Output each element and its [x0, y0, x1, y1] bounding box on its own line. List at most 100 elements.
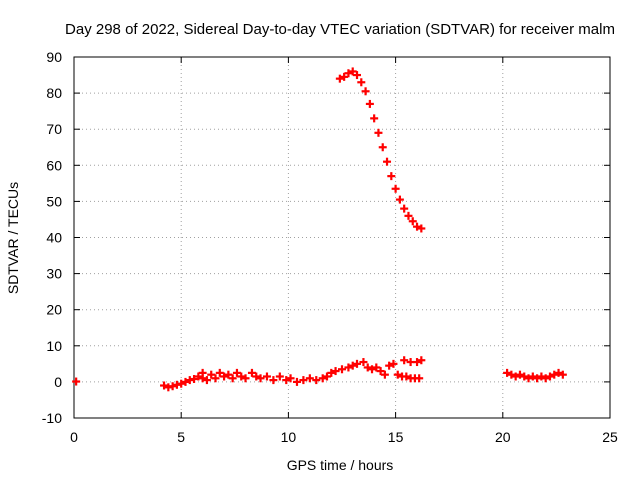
- data-point: [256, 374, 265, 383]
- y-tick-label: 70: [46, 121, 62, 137]
- data-point: [533, 374, 542, 383]
- data-point: [194, 372, 203, 381]
- y-tick-label: 60: [46, 157, 62, 173]
- data-point: [417, 356, 426, 365]
- data-point: [402, 372, 411, 381]
- data-point: [389, 359, 398, 368]
- y-tick-label: 90: [46, 49, 62, 65]
- data-point: [312, 376, 321, 385]
- y-tick-label: 20: [46, 302, 62, 318]
- x-tick-label: 15: [388, 429, 404, 445]
- x-tick-label: 0: [70, 429, 78, 445]
- data-point: [327, 368, 336, 377]
- data-point: [511, 372, 520, 381]
- data-point: [299, 376, 308, 385]
- data-point: [554, 368, 563, 377]
- data-point: [395, 195, 404, 204]
- y-tick-label: 30: [46, 266, 62, 282]
- data-point: [344, 363, 353, 372]
- x-tick-label: 25: [602, 429, 618, 445]
- data-point: [331, 367, 340, 376]
- data-point: [340, 72, 349, 81]
- data-point: [247, 368, 256, 377]
- data-point: [160, 381, 169, 390]
- data-point: [353, 71, 362, 80]
- data-point: [262, 372, 271, 381]
- data-point: [387, 172, 396, 181]
- data-point: [269, 376, 278, 385]
- data-point: [528, 372, 537, 381]
- data-point: [372, 363, 381, 372]
- data-point: [237, 372, 246, 381]
- data-point: [365, 99, 374, 108]
- data-point: [275, 372, 284, 381]
- data-point: [232, 368, 241, 377]
- data-point: [376, 367, 385, 376]
- data-point: [177, 379, 186, 388]
- y-tick-label: 50: [46, 193, 62, 209]
- data-point: [400, 204, 409, 213]
- data-point: [503, 368, 512, 377]
- data-point: [383, 157, 392, 166]
- data-point: [391, 184, 400, 193]
- data-point: [404, 211, 413, 220]
- data-point: [338, 365, 346, 374]
- data-point: [368, 365, 377, 374]
- data-point: [282, 376, 291, 385]
- data-point: [211, 374, 220, 383]
- data-point: [215, 368, 224, 377]
- y-axis-label: SDTVAR / TECUs: [5, 182, 21, 294]
- x-axis-label: GPS time / hours: [287, 457, 394, 473]
- y-tick-label: 40: [46, 230, 62, 246]
- data-point: [305, 374, 314, 383]
- data-point: [363, 363, 372, 372]
- data-point: [348, 67, 357, 76]
- data-point: [361, 87, 370, 96]
- data-point: [413, 358, 422, 367]
- data-point: [286, 374, 295, 383]
- data-point: [415, 374, 424, 383]
- data-point: [220, 372, 229, 381]
- data-point: [413, 222, 422, 231]
- data-point: [515, 370, 524, 379]
- data-point: [417, 224, 426, 233]
- data-point: [344, 69, 353, 78]
- grid: [74, 57, 610, 418]
- data-point: [393, 370, 402, 379]
- data-point: [207, 370, 216, 379]
- data-point: [168, 382, 177, 391]
- y-tick-label: -10: [42, 410, 62, 426]
- data-point: [520, 372, 529, 381]
- data-point: [72, 377, 81, 386]
- data-point: [190, 375, 199, 384]
- data-point: [241, 374, 250, 383]
- x-tick-label: 10: [281, 429, 297, 445]
- data-point: [558, 370, 567, 379]
- data-point: [545, 372, 554, 381]
- y-tick-label: 10: [46, 338, 62, 354]
- y-tick-label: 80: [46, 85, 62, 101]
- data-point: [359, 358, 368, 367]
- data-point: [400, 356, 409, 365]
- y-tick-label: 0: [54, 374, 62, 390]
- data-point: [224, 370, 233, 379]
- data-point: [202, 376, 211, 385]
- data-point: [181, 377, 190, 386]
- chart-title: Day 298 of 2022, Sidereal Day-to-day VTE…: [65, 21, 615, 38]
- x-tick-label: 20: [495, 429, 511, 445]
- data-point: [550, 370, 559, 379]
- data-point: [228, 374, 237, 383]
- x-tick-label: 5: [177, 429, 185, 445]
- data-point: [322, 372, 331, 381]
- data-points: [72, 67, 567, 392]
- data-point: [357, 78, 366, 87]
- data-point: [374, 128, 383, 137]
- data-point: [292, 377, 301, 386]
- data-point: [380, 370, 389, 379]
- data-point: [318, 374, 327, 383]
- data-point: [385, 361, 394, 370]
- data-point: [408, 217, 417, 226]
- axis-ticks: 0 5 10 15 20 25 -10 0 10 20 30 40 50 60 70 80 90: [42, 49, 618, 445]
- data-point: [507, 370, 516, 379]
